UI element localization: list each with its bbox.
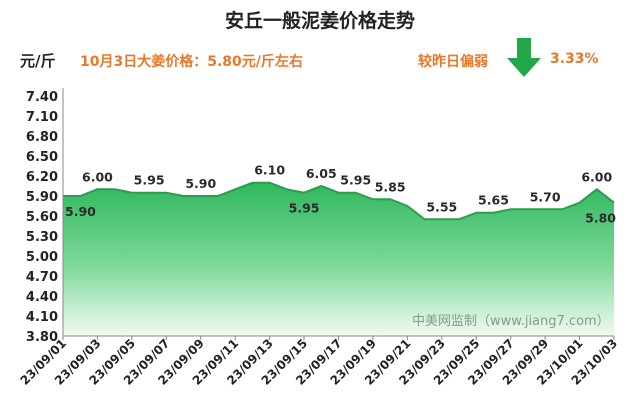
data-label: 5.90 (185, 176, 216, 191)
watermark: 中美网监制（www.jiang7.com） (412, 314, 610, 329)
price-area (63, 182, 614, 336)
y-tick-label: 6.20 (26, 170, 58, 185)
y-tick-label: 5.60 (26, 210, 58, 225)
y-tick-label: 3.80 (26, 330, 58, 345)
data-label: 6.00 (82, 169, 113, 184)
data-label: 5.85 (375, 179, 406, 194)
y-tick-label: 6.80 (26, 130, 58, 145)
data-label: 6.05 (306, 166, 337, 181)
data-label: 5.70 (530, 189, 561, 204)
y-tick-label: 6.50 (26, 150, 58, 165)
y-tick-label: 7.10 (26, 110, 58, 125)
y-tick-label: 5.90 (26, 190, 58, 205)
data-label: 5.95 (289, 201, 320, 216)
change-label: 较昨日偏弱 (418, 54, 488, 70)
data-label: 6.10 (254, 163, 285, 178)
down-arrow-icon (507, 38, 541, 77)
change-percent: 3.33% (550, 51, 599, 67)
y-tick-label: 5.30 (26, 230, 58, 245)
current-price-text: 10月3日大姜价格：5.80元/斤左右 (80, 54, 303, 70)
y-tick-label: 7.40 (26, 90, 58, 105)
data-label: 5.65 (478, 193, 509, 208)
y-tick-label: 5.00 (26, 250, 58, 265)
chart-title: 安丘一般泥姜价格走势 (224, 10, 415, 32)
data-label: 5.95 (340, 173, 371, 188)
data-label: 5.80 (585, 211, 616, 226)
y-tick-label: 4.40 (26, 290, 58, 305)
price-line (63, 181, 615, 221)
data-label: 5.95 (134, 173, 165, 188)
data-label: 5.90 (65, 204, 96, 219)
y-tick-label: 4.10 (26, 310, 58, 325)
unit-label: 元/斤 (20, 52, 56, 70)
data-label: 6.00 (581, 169, 612, 184)
y-tick-label: 4.70 (26, 270, 58, 285)
data-label: 5.55 (426, 199, 457, 214)
